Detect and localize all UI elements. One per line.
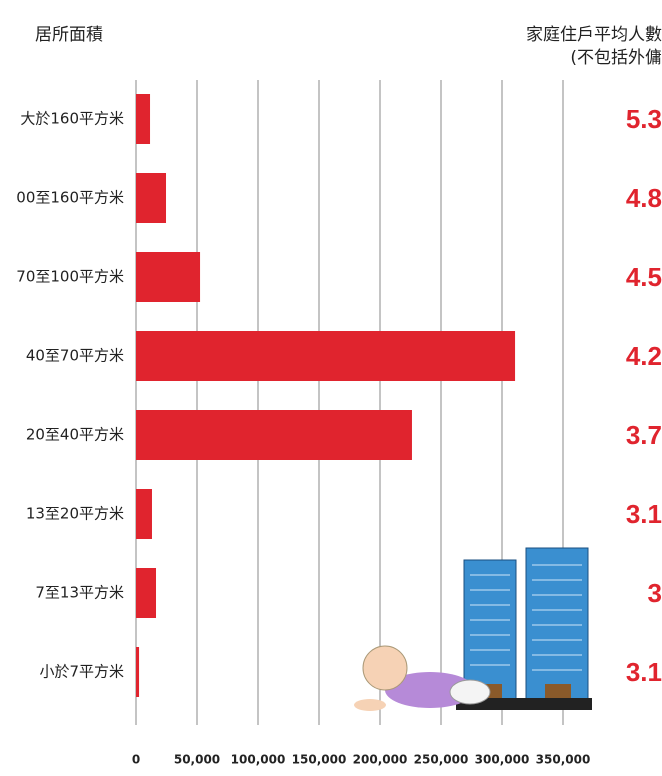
side-title: (不包括外傭 xyxy=(570,48,662,68)
x-tick-label: 350,000 xyxy=(536,753,591,767)
y-tick-label: 小於7平方米 xyxy=(39,663,124,681)
bar xyxy=(136,173,166,223)
y-tick-label: 7至13平方米 xyxy=(35,584,124,602)
bar xyxy=(136,568,156,618)
side-value: 3.1 xyxy=(626,657,662,687)
x-tick-label: 50,000 xyxy=(174,753,220,767)
bar xyxy=(136,410,412,460)
bar xyxy=(136,94,150,144)
x-tick-label: 300,000 xyxy=(475,753,530,767)
side-value: 3.7 xyxy=(626,420,662,450)
side-value: 4.5 xyxy=(626,262,662,292)
y-tick-label: 大於160平方米 xyxy=(20,110,124,128)
bar xyxy=(136,331,515,381)
x-tick-label: 150,000 xyxy=(292,753,347,767)
y-tick-label: 70至100平方米 xyxy=(16,268,124,286)
x-tick-label: 200,000 xyxy=(353,753,408,767)
chart: 居所面積 家庭住戶平均人數 (不包括外傭 0 50,000 100,000 150,0… xyxy=(0,0,662,776)
side-value: 5.3 xyxy=(626,104,662,134)
x-tick-label: 250,000 xyxy=(414,753,469,767)
y-tick-label: 13至20平方米 xyxy=(26,505,124,523)
y-tick-label: 00至160平方米 xyxy=(16,189,124,207)
side-value: 4.2 xyxy=(626,341,662,371)
bar xyxy=(136,252,200,302)
bar xyxy=(136,489,152,539)
side-value: 3 xyxy=(648,578,662,608)
side-title: 家庭住戶平均人數 xyxy=(526,25,662,45)
side-value: 3.1 xyxy=(626,499,662,529)
bar xyxy=(136,647,139,697)
y-tick-label: 20至40平方米 xyxy=(26,426,124,444)
side-value: 4.8 xyxy=(626,183,662,213)
chart-title: 居所面積 xyxy=(35,25,103,45)
illustration xyxy=(354,548,592,711)
y-tick-label: 40至70平方米 xyxy=(26,347,124,365)
x-tick-label: 100,000 xyxy=(231,753,286,767)
x-tick-label: 0 xyxy=(132,753,140,767)
